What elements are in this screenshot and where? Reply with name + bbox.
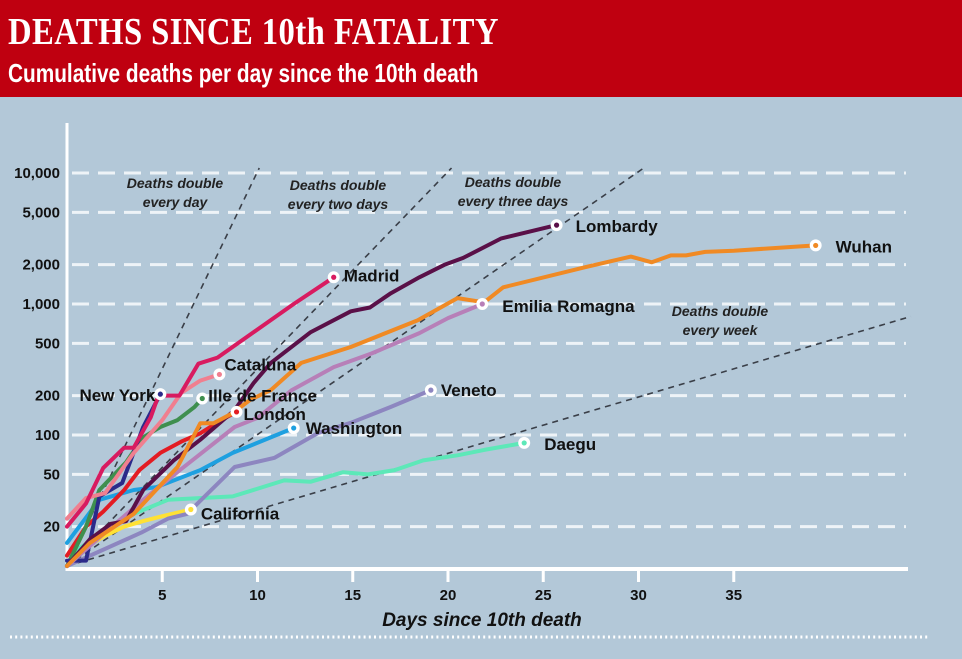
series-lines	[65, 223, 818, 568]
series-line-daegu	[65, 440, 527, 558]
x-axis-label: Days since 10th death	[382, 610, 582, 631]
endpoint-dot-ille-de-france	[199, 395, 205, 402]
endpoint-dot-madrid	[331, 274, 337, 280]
series-label-emilia-romagna: Emilia Romagna	[502, 297, 635, 316]
series-label-washington: Washington	[306, 419, 403, 438]
y-tick-label: 1,000	[22, 296, 60, 313]
x-tick-label: 20	[440, 587, 457, 604]
reference-label: Deaths double	[672, 303, 769, 319]
series-label-new-york: New York	[79, 386, 155, 405]
endpoint-dot-new-york	[157, 391, 163, 397]
series-label-lombardy: Lombardy	[576, 217, 659, 236]
series-label-madrid: Madrid	[344, 266, 400, 285]
reference-label: every week	[683, 322, 759, 338]
y-tick-label: 2,000	[22, 257, 60, 274]
gridlines	[72, 171, 906, 529]
series-line-ille-de-france	[65, 396, 205, 568]
reference-line-1-day	[66, 167, 260, 567]
endpoint-dot-cataluna	[216, 371, 222, 378]
endpoint-dot-lombardy	[553, 222, 560, 228]
y-tick-label: 50	[43, 466, 60, 483]
series-label-veneto: Veneto	[441, 381, 497, 400]
endpoint-dot-veneto	[428, 387, 434, 393]
reference-lines: Deaths double every day Deaths double every…	[66, 167, 912, 567]
x-tick-label: 35	[725, 587, 742, 604]
chart-subtitle: Cumulative deaths per day since the 10th…	[8, 58, 479, 88]
reference-line-2-day	[66, 167, 453, 567]
reference-label: every three days	[458, 193, 569, 209]
y-tick-label: 100	[35, 427, 60, 444]
endpoint-dot-wuhan	[813, 242, 819, 249]
y-tick-label: 200	[35, 388, 60, 405]
x-tick-label: 25	[535, 587, 552, 604]
reference-line-3-day	[66, 167, 645, 567]
series-label-daegu: Daegu	[544, 435, 596, 454]
y-tick-label: 500	[35, 335, 60, 352]
x-tick-label: 15	[344, 587, 361, 604]
x-tick-label: 30	[630, 587, 647, 604]
x-tick-label: 10	[249, 587, 266, 604]
reference-label: Deaths double	[465, 174, 562, 190]
series-label-cataluna: Cataluna	[224, 355, 296, 374]
series-label-california: California	[201, 504, 280, 523]
series-line-madrid	[65, 275, 336, 529]
series-line-wuhan	[65, 243, 818, 568]
endpoint-dot-california	[188, 506, 194, 513]
axes: 20 50 100 200 500 1,000 2,000 5,000 10,000 5 10 15 2…	[14, 123, 908, 604]
reference-line-7-day	[66, 315, 912, 567]
endpoint-dot-london	[233, 409, 240, 415]
series-label-ille-de-france: Ille de France	[208, 386, 317, 405]
series-line-veneto	[65, 388, 433, 568]
y-tick-label: 20	[43, 519, 60, 536]
chart-title: DEATHS SINCE 10th FATALITY	[8, 11, 499, 53]
reference-label: every two days	[288, 196, 389, 212]
title-banner: DEATHS SINCE 10th FATALITY Cumulative de…	[0, 0, 962, 97]
y-tick-label: 5,000	[22, 204, 60, 221]
endpoint-dot-washington	[291, 425, 297, 431]
endpoint-dot-daegu	[521, 440, 527, 446]
reference-label: every day	[143, 194, 209, 210]
reference-label: Deaths double	[127, 175, 224, 191]
reference-label: Deaths double	[290, 177, 387, 193]
series-labels: Wuhan Lombardy Emilia Romagna Madrid Catalun…	[79, 217, 892, 523]
series-label-london: London	[244, 405, 306, 424]
y-tick-label: 10,000	[14, 165, 60, 182]
x-tick-label: 5	[158, 587, 166, 604]
series-label-wuhan: Wuhan	[836, 237, 892, 256]
endpoint-dot-emilia-romagna	[479, 301, 485, 307]
